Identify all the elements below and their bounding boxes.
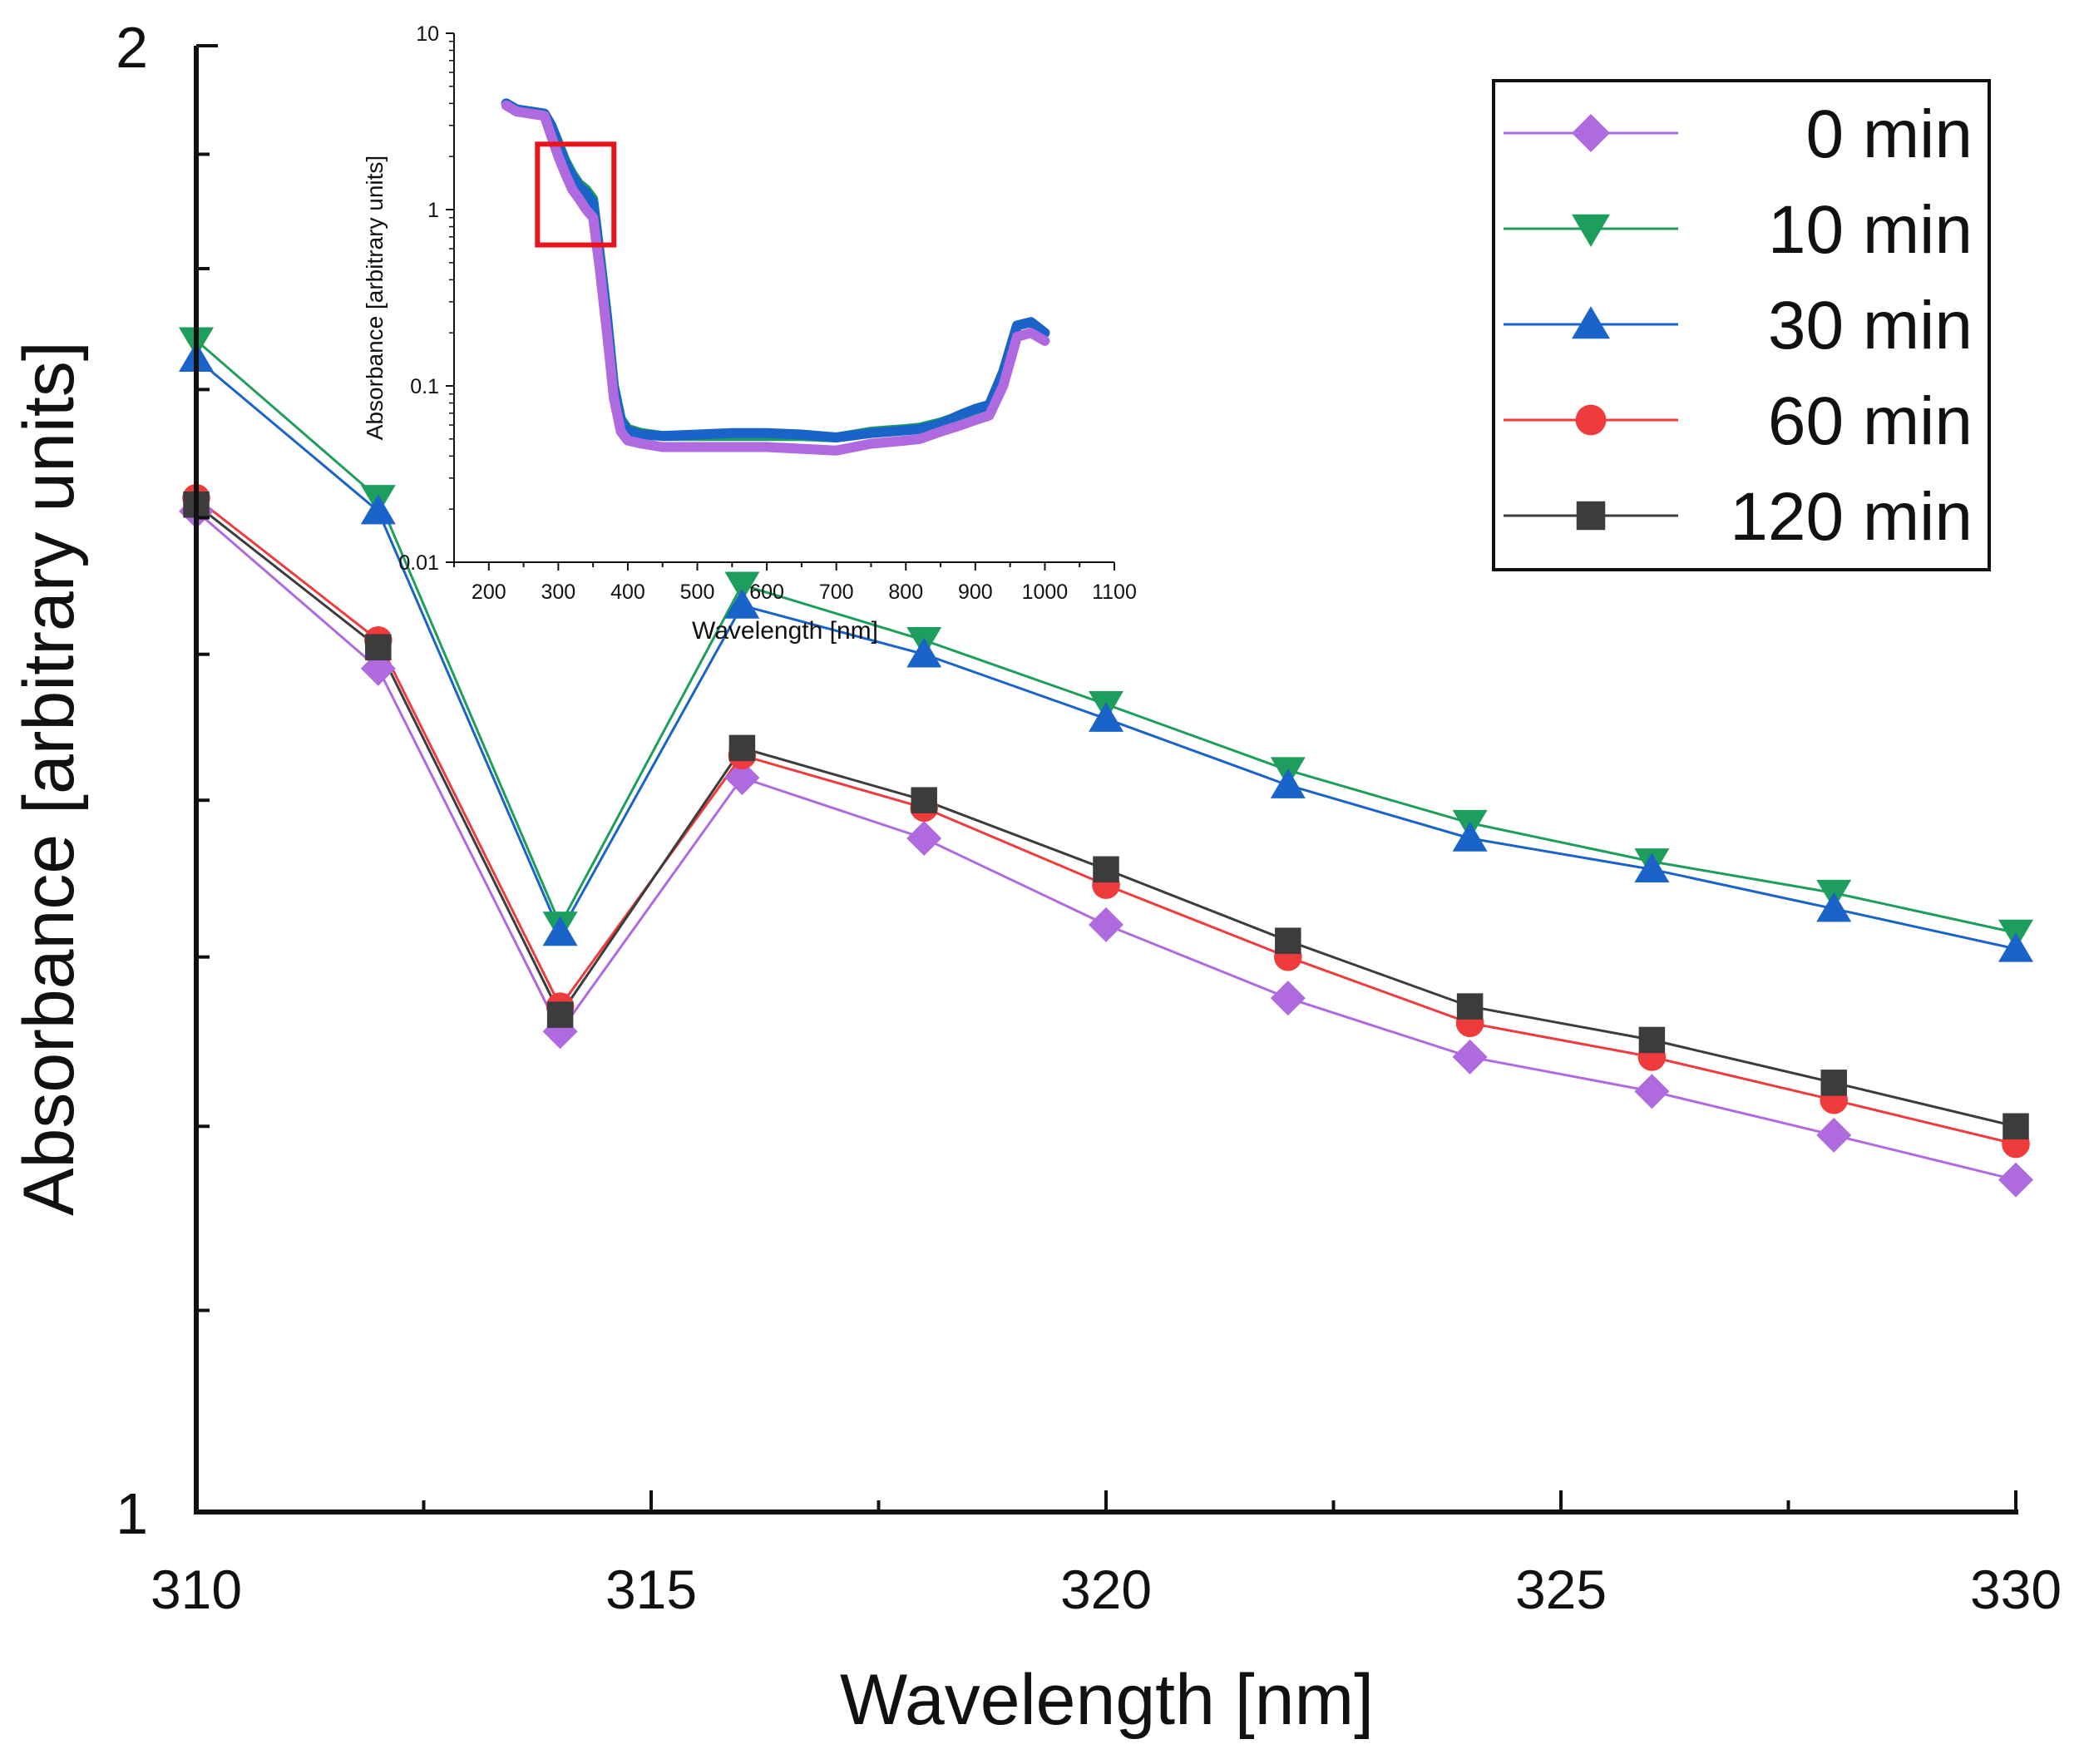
x-tick-label: 325: [1515, 1559, 1607, 1620]
legend-marker-0-min: [1572, 114, 1610, 152]
data-point-0-min: [1998, 1162, 2033, 1198]
data-point-30-min: [1452, 822, 1488, 852]
data-point-30-min: [542, 916, 578, 946]
x-tick-label: 315: [605, 1559, 697, 1620]
inset-y-tick-label: 10: [416, 22, 439, 46]
data-point-30-min: [360, 494, 396, 525]
inset-highlight-box: [535, 141, 617, 248]
inset-x-axis-title: Wavelength [nm]: [692, 617, 878, 645]
x-tick-label: 320: [1060, 1559, 1152, 1620]
data-point-0-min: [1270, 981, 1306, 1016]
inset-x-tick-label: 500: [680, 581, 715, 604]
inset-chart: 200 300 400 500 600 700 800 900 1000 1100 0.01 0.1 1…: [362, 22, 1137, 645]
data-point-30-min: [724, 589, 760, 619]
main-x-axis-title: Wavelength [nm]: [840, 1660, 1374, 1740]
legend-items: 0 min 10 min 30 min 60 min 120 min: [1504, 96, 1973, 555]
main-markers: [179, 327, 2033, 1198]
legend-label-30-min: 30 min: [1768, 288, 1973, 363]
data-point-120-min: [728, 734, 756, 762]
main-ticks: [195, 44, 2017, 1514]
legend-marker-60-min: [1575, 404, 1607, 436]
inset-tick-labels: 200 300 400 500 600 700 800 900 1000 1100 0.01 0.1 1…: [398, 22, 1137, 604]
inset-lines: [501, 98, 1050, 456]
main-chart: 310 315 320 325 330 1 2 Wavelength [nm] Absorb…: [9, 15, 2062, 1740]
y-tick-label: 2: [116, 15, 148, 80]
legend-label-0-min: 0 min: [1805, 96, 1973, 172]
data-point-30-min: [1816, 892, 1852, 922]
legend: 0 min 10 min 30 min 60 min 120 min: [1492, 79, 1991, 571]
data-point-120-min: [1275, 927, 1301, 954]
data-point-0-min: [906, 821, 942, 857]
data-point-30-min: [1089, 702, 1123, 732]
inset-x-tick-label: 1000: [1022, 581, 1069, 604]
x-tick-label: 330: [1970, 1559, 2062, 1620]
inset-series-0-min: [501, 100, 1050, 456]
main-y-axis-title: Absorbance [arbitrary units]: [9, 341, 89, 1216]
data-point-0-min: [1816, 1117, 1852, 1153]
inset-x-tick-label: 1100: [1092, 581, 1137, 604]
inset-x-tick-label: 400: [610, 581, 645, 604]
legend-label-10-min: 10 min: [1768, 192, 1973, 268]
inset-x-tick-label: 600: [749, 581, 784, 604]
main-tick-labels: 310 315 320 325 330 1 2: [116, 15, 2062, 1620]
data-point-30-min: [906, 637, 942, 668]
inset-x-tick-label: 700: [819, 581, 854, 604]
data-point-120-min: [1093, 856, 1119, 883]
inset-y-tick-label: 1: [427, 199, 439, 222]
inset-ticks: [446, 32, 1115, 571]
data-point-0-min: [1634, 1074, 1670, 1109]
inset-y-axis-title: Absorbance [arbitrary units]: [362, 156, 388, 440]
data-point-120-min: [911, 787, 937, 813]
data-point-120-min: [546, 1001, 574, 1028]
data-point-120-min: [2003, 1113, 2029, 1140]
inset-y-tick-label: 0.01: [398, 551, 439, 575]
legend-marker-120-min: [1576, 501, 1606, 531]
inset-y-tick-label: 0.1: [410, 375, 439, 398]
data-point-0-min: [724, 760, 760, 796]
data-point-10-min: [724, 571, 760, 602]
inset-x-tick-label: 300: [541, 581, 576, 604]
legend-label-60-min: 60 min: [1768, 383, 1973, 459]
legend-marker-10-min: [1572, 214, 1610, 247]
inset-x-tick-label: 200: [472, 581, 506, 604]
data-point-120-min: [1456, 993, 1484, 1020]
data-point-0-min: [1452, 1039, 1488, 1075]
data-point-0-min: [1089, 907, 1123, 942]
data-point-30-min: [1998, 931, 2033, 962]
x-tick-label: 310: [151, 1559, 242, 1620]
data-point-30-min: [1270, 768, 1306, 798]
legend-label-120-min: 120 min: [1730, 479, 1973, 555]
data-point-120-min: [1638, 1026, 1666, 1054]
legend-marker-30-min: [1572, 306, 1610, 339]
inset-x-tick-label: 800: [888, 581, 923, 604]
inset-x-tick-label: 900: [958, 581, 993, 604]
data-point-30-min: [1634, 852, 1670, 883]
y-tick-label: 1: [116, 1481, 148, 1546]
data-point-120-min: [365, 634, 392, 660]
data-point-120-min: [1820, 1070, 1847, 1096]
